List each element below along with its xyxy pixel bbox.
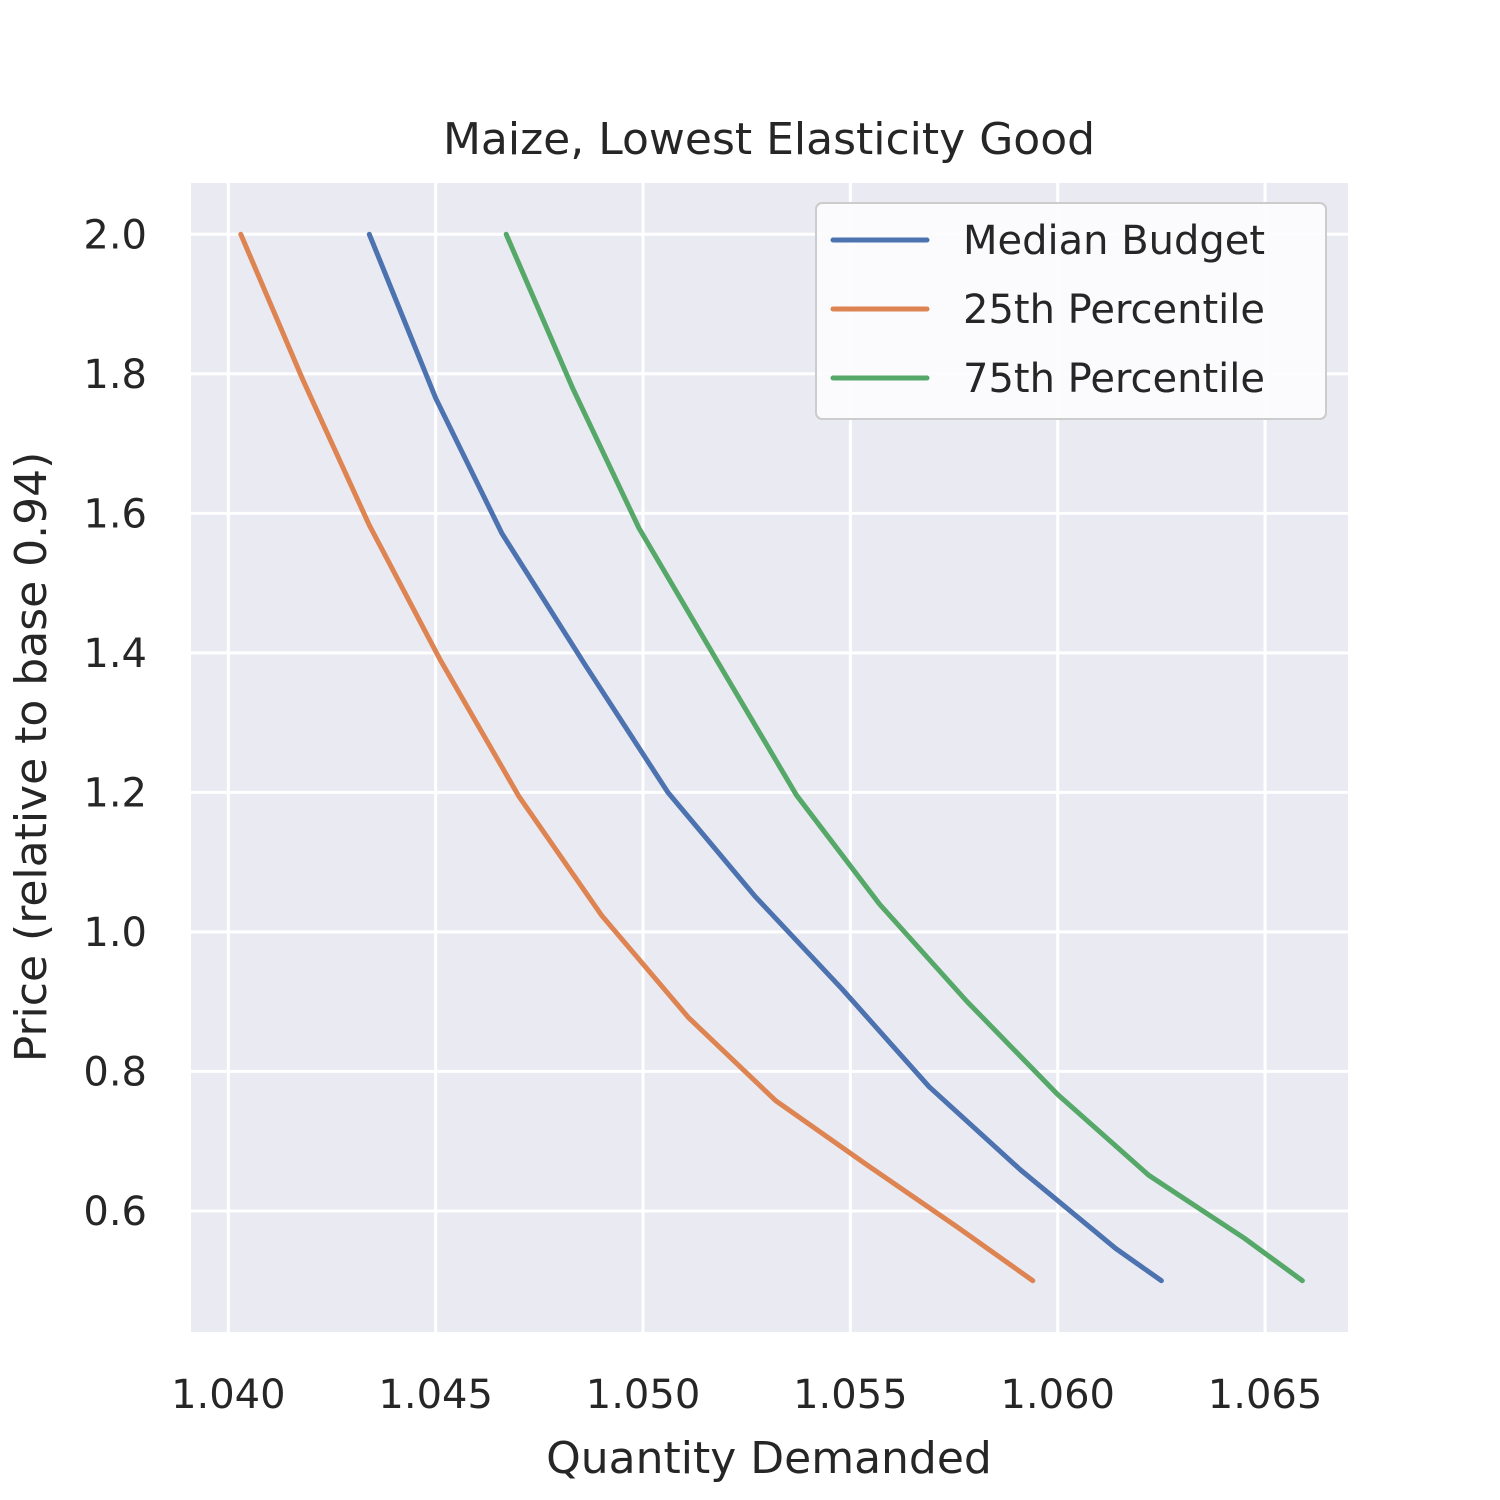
- y-tick-label: 0.8: [83, 1049, 147, 1095]
- series-line-0: [366, 231, 1164, 1284]
- chart-title: Maize, Lowest Elasticity Good: [443, 114, 1095, 165]
- y-axis-label: Price (relative to base 0.94): [6, 452, 57, 1063]
- x-tick-label: 1.045: [378, 1372, 493, 1418]
- x-tick-label: 1.040: [171, 1372, 286, 1418]
- y-tick-label: 1.2: [83, 770, 147, 816]
- y-tick-label: 1.4: [83, 631, 147, 677]
- x-tick-label: 1.065: [1208, 1372, 1323, 1418]
- x-axis-label: Quantity Demanded: [546, 1433, 992, 1484]
- legend-label-0: Median Budget: [963, 218, 1265, 264]
- y-tick-labels: 0.6 0.8 1.0 1.2 1.4 1.6 1.8 2.0: [83, 212, 147, 1235]
- y-tick-label: 1.6: [83, 491, 147, 537]
- legend: Median Budget 25th Percentile 75th Percent…: [815, 202, 1327, 420]
- y-tick-label: 1.8: [83, 352, 147, 398]
- legend-box-fill: [817, 204, 1325, 418]
- legend-label-2: 75th Percentile: [963, 356, 1265, 402]
- series-line-1: [238, 231, 1036, 1284]
- y-tick-label: 0.6: [83, 1189, 147, 1235]
- series-lines: [238, 231, 1305, 1284]
- x-tick-label: 1.055: [793, 1372, 908, 1418]
- x-tick-label: 1.050: [586, 1372, 701, 1418]
- y-tick-label: 1.0: [83, 910, 147, 956]
- x-tick-label: 1.060: [1000, 1372, 1115, 1418]
- y-tick-label: 2.0: [83, 212, 147, 258]
- series-line-2: [503, 231, 1305, 1284]
- legend-label-1: 25th Percentile: [963, 287, 1265, 333]
- x-tick-labels: 1.040 1.045 1.050 1.055 1.060 1.065: [171, 1372, 1322, 1418]
